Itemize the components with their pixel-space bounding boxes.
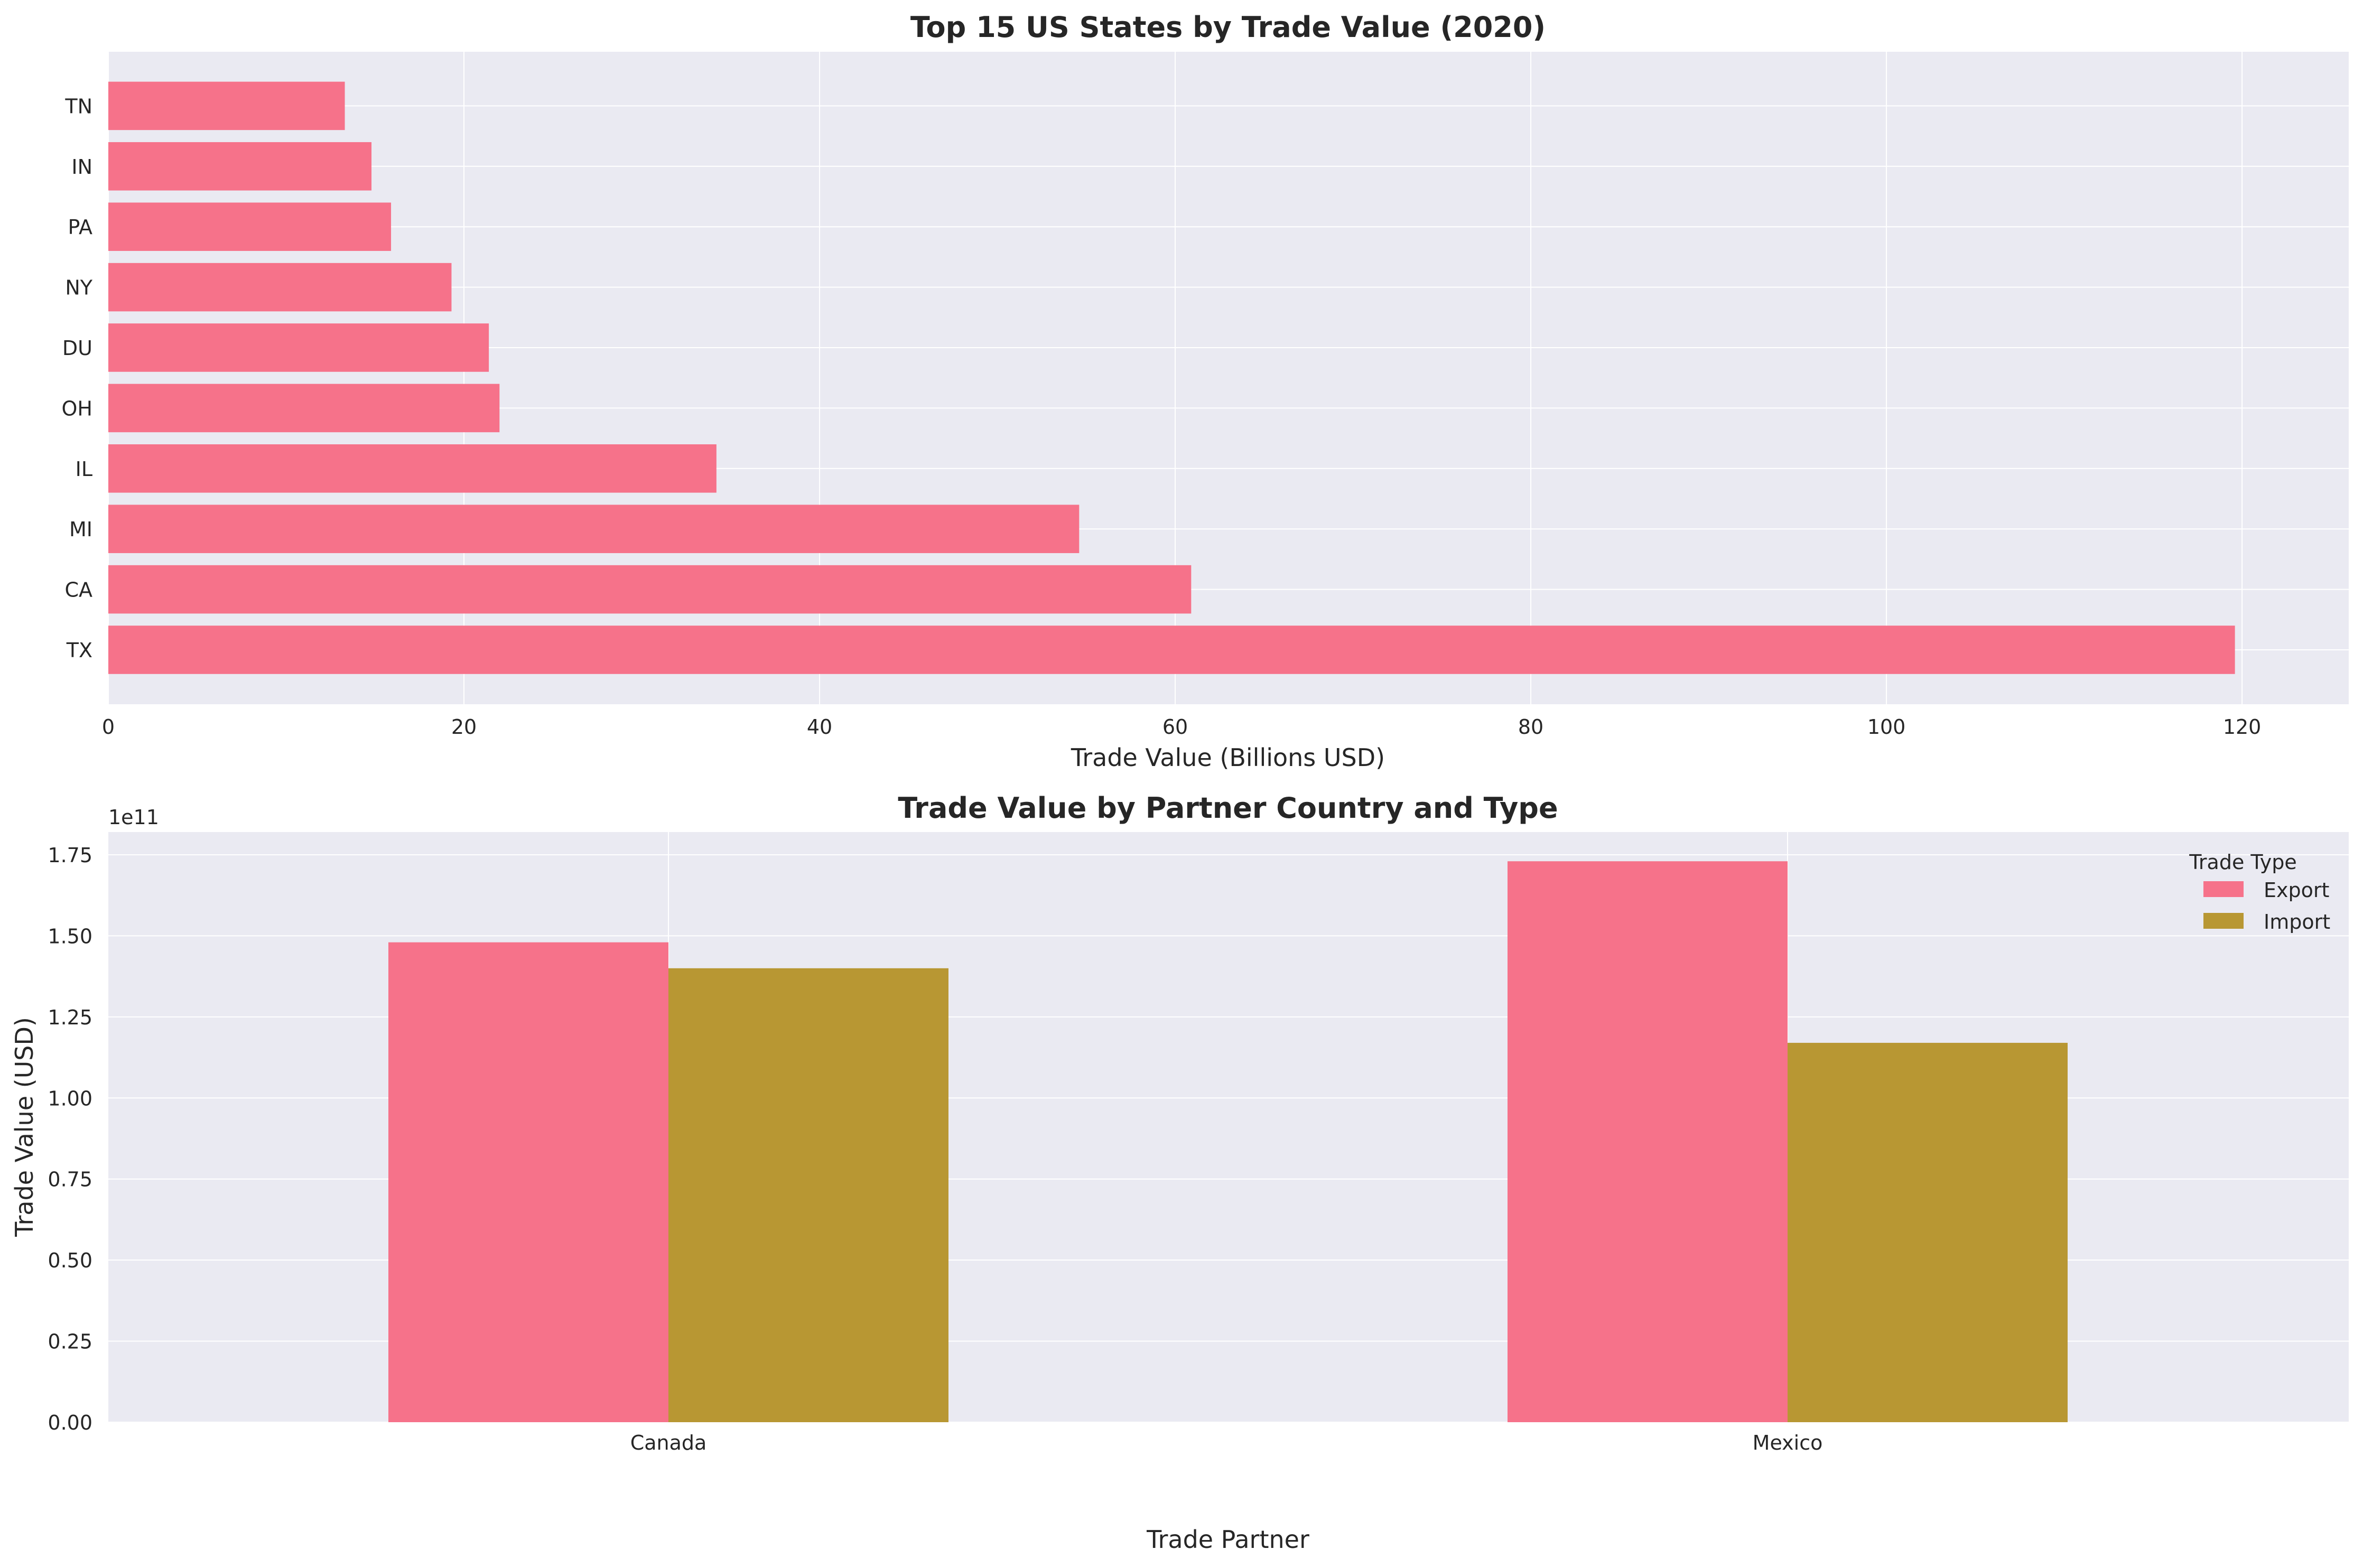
- bottom-chart-x-axis-label: Trade Partner: [1146, 1525, 1309, 1554]
- bar-tn: [108, 81, 345, 130]
- bottom-chart: Trade Value by Partner Country and Type …: [10, 791, 2349, 1554]
- bottom-y-tick-label: 0.75: [48, 1168, 92, 1191]
- top-y-tick-label: CA: [64, 578, 92, 602]
- top-y-tick-label: TN: [64, 95, 92, 118]
- bar-oh: [108, 384, 500, 433]
- bar-ca: [108, 565, 1192, 614]
- top-chart-bars: [108, 81, 2235, 674]
- bar-mexico-import: [1788, 1042, 2068, 1422]
- bottom-chart-title: Trade Value by Partner Country and Type: [898, 791, 1558, 825]
- bottom-chart-bars: [388, 861, 2068, 1422]
- top-chart: Top 15 US States by Trade Value (2020) 0…: [62, 11, 2349, 772]
- bottom-y-tick-label: 1.50: [48, 925, 92, 948]
- bar-pa: [108, 202, 392, 251]
- bottom-chart-legend: Trade Type Export Import: [2189, 851, 2330, 934]
- top-x-tick-label: 80: [1518, 715, 1543, 739]
- top-x-tick-label: 0: [102, 715, 115, 739]
- bottom-chart-y-axis-label: Trade Value (USD): [10, 1017, 39, 1237]
- bar-du: [108, 323, 489, 372]
- bar-canada-import: [668, 968, 948, 1422]
- bar-in: [108, 142, 372, 191]
- top-y-tick-label: MI: [69, 518, 92, 541]
- bar-mexico-export: [1508, 861, 1788, 1422]
- top-y-tick-label: IN: [71, 155, 92, 179]
- top-y-tick-label: TX: [66, 639, 92, 662]
- bottom-y-tick-label: 0.00: [48, 1411, 92, 1434]
- legend-label-import: Import: [2264, 910, 2330, 934]
- top-chart-title: Top 15 US States by Trade Value (2020): [910, 11, 1546, 44]
- top-y-tick-label: NY: [65, 276, 92, 300]
- bottom-y-tick-label: 1.00: [48, 1087, 92, 1110]
- legend-label-export: Export: [2264, 879, 2329, 902]
- top-y-tick-label: IL: [76, 458, 92, 481]
- top-x-tick-label: 20: [451, 715, 477, 739]
- legend-title: Trade Type: [2189, 851, 2296, 874]
- bar-canada-export: [388, 942, 668, 1422]
- bottom-y-tick-label: 0.25: [48, 1330, 92, 1354]
- bar-ny: [108, 263, 452, 312]
- top-chart-x-ticks: 0 20 40 60 80 100 120: [102, 715, 2261, 739]
- bottom-y-tick-label: 1.25: [48, 1006, 92, 1029]
- top-y-tick-label: OH: [62, 397, 92, 420]
- bottom-y-tick-label: 1.75: [48, 844, 92, 867]
- top-y-tick-label: DU: [62, 337, 92, 360]
- bar-il: [108, 444, 717, 493]
- bar-mi: [108, 505, 1080, 553]
- bottom-chart-y-ticks: 0.00 0.25 0.50 0.75 1.00 1.25 1.50 1.75: [48, 844, 92, 1434]
- top-x-tick-label: 60: [1162, 715, 1188, 739]
- top-x-tick-label: 40: [807, 715, 832, 739]
- bar-tx: [108, 626, 2235, 674]
- top-x-tick-label: 100: [1867, 715, 1906, 739]
- top-y-tick-label: PA: [68, 216, 92, 239]
- bottom-x-tick-label: Mexico: [1753, 1431, 1823, 1454]
- bottom-y-tick-label: 0.50: [48, 1249, 92, 1272]
- top-chart-y-ticks: TX CA MI IL OH DU NY PA IN TN: [62, 95, 93, 662]
- bottom-x-tick-label: Canada: [630, 1431, 707, 1454]
- top-x-tick-label: 120: [2223, 715, 2262, 739]
- top-chart-x-axis-label: Trade Value (Billions USD): [1071, 743, 1385, 772]
- bottom-chart-x-ticks: Canada Mexico: [630, 1431, 1823, 1454]
- legend-swatch-export: [2203, 881, 2244, 897]
- legend-swatch-import: [2203, 913, 2244, 929]
- bottom-chart-offset-label: 1e11: [108, 806, 159, 829]
